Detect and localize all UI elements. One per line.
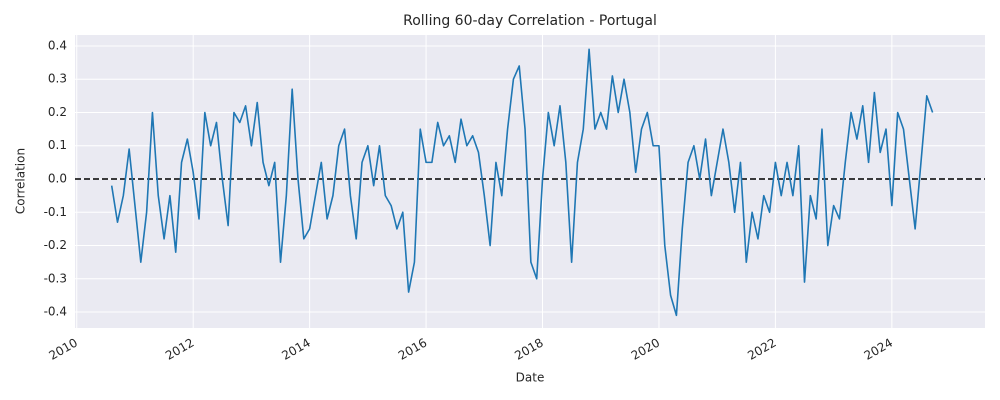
x-tick-label: 2014 bbox=[279, 336, 312, 363]
x-tick-label: 2022 bbox=[745, 336, 778, 363]
x-tick-label: 2012 bbox=[163, 336, 196, 363]
y-tick-label: -0.4 bbox=[44, 305, 67, 319]
y-tick-label: -0.3 bbox=[44, 271, 67, 285]
x-axis-label: Date bbox=[516, 371, 545, 385]
x-tick-label: 2010 bbox=[47, 336, 80, 363]
y-tick-label: 0.4 bbox=[48, 38, 67, 52]
y-tick-label: 0.0 bbox=[48, 172, 67, 186]
y-tick-label: -0.2 bbox=[44, 238, 67, 252]
y-tick-label: 0.3 bbox=[48, 72, 67, 86]
x-tick-label: 2018 bbox=[512, 336, 545, 363]
y-axis-label: Correlation bbox=[14, 148, 28, 214]
chart-title: Rolling 60-day Correlation - Portugal bbox=[403, 13, 657, 29]
x-tick-label: 2024 bbox=[862, 336, 895, 363]
y-tick-label: 0.2 bbox=[48, 105, 67, 119]
y-tick-label: -0.1 bbox=[44, 205, 67, 219]
x-tick-label: 2020 bbox=[629, 336, 662, 363]
line-series bbox=[110, 48, 934, 317]
x-tick-label: 2016 bbox=[396, 336, 429, 363]
y-tick-label: 0.1 bbox=[48, 138, 67, 152]
